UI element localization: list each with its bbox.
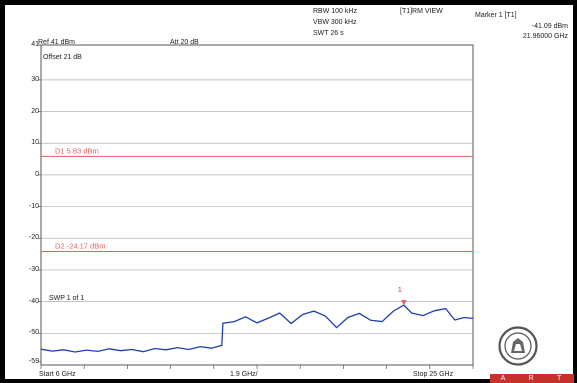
marker-level: -41.09 dBm	[531, 23, 568, 30]
certification-seal-icon	[498, 326, 538, 366]
y-tick-label: -50	[28, 329, 39, 337]
spectrum-plot: D1 5.83 dBm D2 -24.17 dBm 1	[38, 44, 474, 369]
stop-frequency-label: Stop 25 GHz	[413, 371, 454, 378]
strip-letter: R	[528, 375, 536, 382]
y-tick-label: -20	[28, 234, 39, 242]
sweep-time-label: SWT 26 s	[313, 30, 344, 37]
start-frequency-label: Start 6 GHz	[39, 371, 76, 378]
plot-frame	[40, 44, 474, 366]
strip-letter: T	[557, 375, 564, 382]
y-tick-label: -59	[28, 357, 39, 365]
y-tick-label: 41	[31, 41, 39, 48]
marker-frequency: 21.96000 GHz	[522, 33, 568, 40]
y-tick-label: 30	[31, 75, 39, 83]
trace-line	[40, 304, 474, 353]
strip-letter: A	[500, 375, 508, 382]
sweep-count-label: SWP 1 of 1	[49, 295, 85, 302]
span-per-division-label: 1.9 GHz/	[230, 371, 258, 378]
certification-strip: A R T	[490, 374, 574, 383]
offset-label: Offset 21 dB	[43, 54, 82, 61]
marker-label: 1	[398, 287, 402, 294]
y-tick-label: -40	[28, 297, 39, 305]
vbw-label: VBW 300 kHz	[313, 19, 357, 26]
display-line-label: D2 -24.17 dBm	[55, 241, 105, 250]
rbw-label: RBW 100 kHz	[313, 8, 357, 15]
y-tick-label: -10	[28, 202, 39, 210]
display-line-label: D1 5.83 dBm	[55, 146, 99, 155]
marker-title: Marker 1 [T1]	[475, 12, 517, 19]
attenuation-label: Att 20 dB	[170, 39, 199, 46]
y-tick-label: 20	[31, 107, 39, 115]
y-tick-label: 10	[31, 139, 39, 147]
y-tick-label: 0	[35, 170, 39, 178]
y-tick-label: -30	[28, 265, 39, 273]
ref-level-label: Ref 41 dBm	[38, 39, 75, 46]
marker-triangle	[400, 300, 407, 306]
trace-mode-label: [T1]RM VIEW	[400, 8, 443, 15]
analyzer-screen: Ref 41 dBm Att 20 dB RBW 100 kHz VBW 300…	[5, 5, 573, 379]
